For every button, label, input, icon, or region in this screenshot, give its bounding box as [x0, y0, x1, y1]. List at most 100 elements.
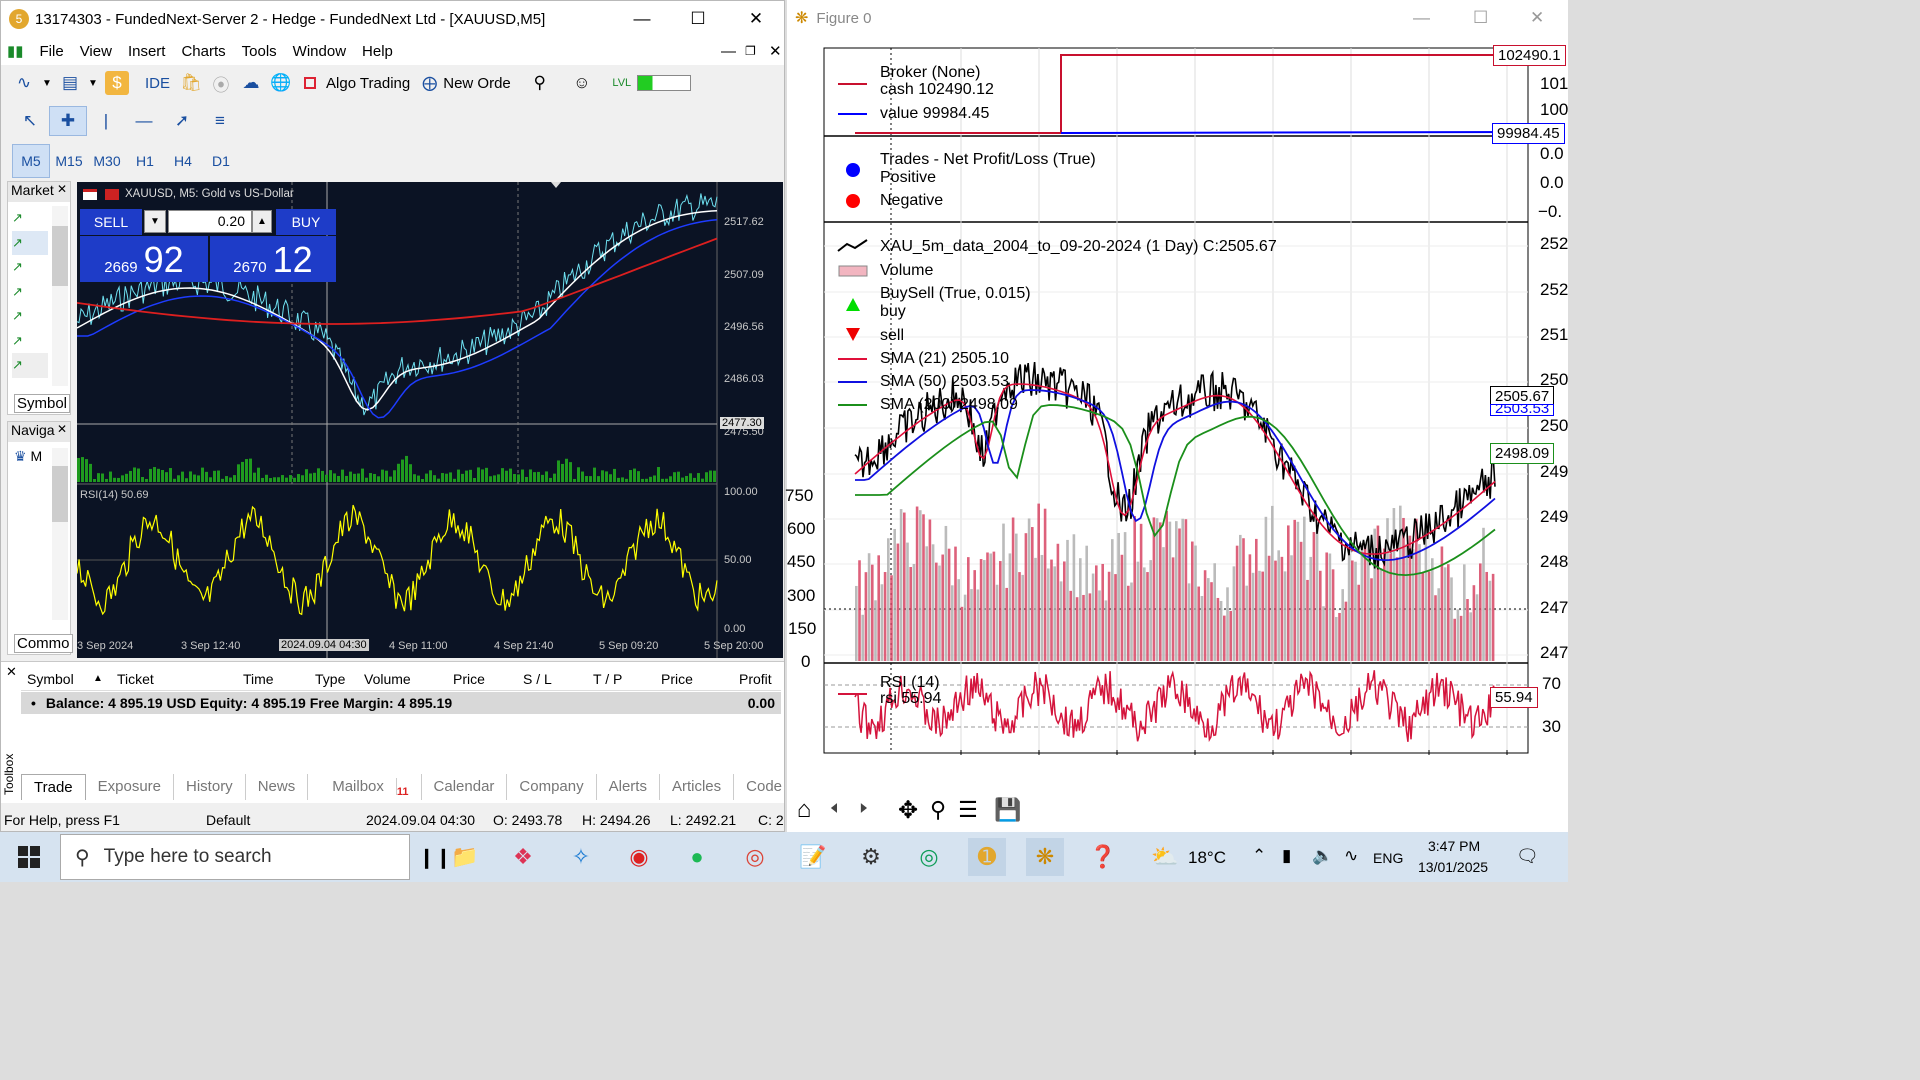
- app-icon[interactable]: ❖: [513, 844, 533, 869]
- market-watch-scrollbar[interactable]: [52, 206, 68, 386]
- back-icon[interactable]: 🢐: [829, 795, 839, 820]
- menu-charts[interactable]: Charts: [181, 42, 226, 60]
- lot-input[interactable]: 0.20: [168, 210, 252, 233]
- col-price-current[interactable]: Price: [661, 670, 693, 687]
- file-explorer-icon[interactable]: 📁: [451, 844, 479, 869]
- vscode-icon[interactable]: ✧: [571, 844, 591, 869]
- tab-mailbox[interactable]: Mailbox 11: [308, 774, 422, 800]
- tab-articles[interactable]: Articles: [660, 774, 735, 800]
- indicators-icon[interactable]: ▤: [61, 73, 79, 92]
- toolbox-close-icon[interactable]: ✕: [6, 664, 17, 679]
- configure-icon[interactable]: ☰: [958, 797, 978, 822]
- market-bag-icon[interactable]: 🛍: [180, 73, 202, 92]
- line-chart-icon[interactable]: ∿: [16, 73, 32, 92]
- forward-icon[interactable]: 🢒: [859, 795, 869, 820]
- col-ticket[interactable]: Ticket: [117, 670, 154, 687]
- clock-time[interactable]: 3:47 PM: [1428, 838, 1481, 854]
- home-icon[interactable]: ⌂: [796, 796, 812, 823]
- chrome-icon[interactable]: ◎: [745, 844, 765, 869]
- lot-up-icon[interactable]: ▲: [252, 210, 272, 233]
- market-row[interactable]: ↗: [12, 283, 23, 299]
- volume-icon[interactable]: 🔈: [1312, 846, 1334, 865]
- scroll-thumb[interactable]: [52, 226, 68, 286]
- weather-icon[interactable]: ⛅: [1151, 844, 1179, 869]
- mdi-close-icon[interactable]: ✕: [769, 43, 782, 60]
- market-watch-close-icon[interactable]: ✕: [56, 182, 67, 196]
- lot-dropdown-icon[interactable]: ▼: [144, 210, 166, 233]
- notifications-icon[interactable]: 🗨: [1516, 846, 1539, 866]
- taskbar-search-input[interactable]: ⚲ Type here to search: [60, 834, 410, 880]
- market-row[interactable]: ↗: [12, 308, 23, 323]
- account-icon[interactable]: ☺: [573, 73, 591, 92]
- col-profit[interactable]: Profit: [739, 670, 772, 687]
- tab-company[interactable]: Company: [507, 774, 597, 800]
- market-row[interactable]: ↗: [12, 210, 23, 225]
- chrome-icon[interactable]: ◎: [919, 844, 939, 869]
- channel-icon[interactable]: ≡: [215, 111, 225, 130]
- figure-maximize-button[interactable]: ☐: [1473, 8, 1489, 27]
- col-sl[interactable]: S / L: [523, 670, 552, 687]
- buy-button-top[interactable]: BUY: [276, 209, 336, 235]
- common-tab[interactable]: Commo: [14, 634, 73, 653]
- market-row[interactable]: ↗: [12, 332, 23, 348]
- record-app-icon[interactable]: ◉: [629, 844, 649, 869]
- col-volume[interactable]: Volume: [364, 670, 411, 687]
- col-tp[interactable]: T / P: [593, 670, 623, 687]
- ide-button[interactable]: IDE: [145, 74, 171, 92]
- sell-button-top[interactable]: SELL: [80, 209, 142, 235]
- tray-chevron-icon[interactable]: ⌃: [1252, 846, 1267, 865]
- zoom-icon[interactable]: ⚲: [929, 797, 947, 822]
- vertical-line-icon[interactable]: |: [103, 111, 109, 130]
- navigator-item[interactable]: ♛ M: [14, 448, 42, 465]
- python-figure-icon[interactable]: ❋: [1026, 838, 1064, 876]
- menu-file[interactable]: File: [39, 42, 64, 60]
- menu-insert[interactable]: Insert: [127, 42, 166, 60]
- sell-price-button[interactable]: 2669 92: [80, 236, 208, 282]
- level-icon[interactable]: LVL: [612, 77, 632, 89]
- tf-m15[interactable]: M15: [55, 153, 83, 169]
- tab-history[interactable]: History: [174, 774, 246, 800]
- price-chart[interactable]: XAUUSD, M5: Gold vs US-Dollar SELL ▼ 0.2…: [77, 182, 783, 658]
- symbol-tab[interactable]: Symbol: [14, 394, 71, 413]
- col-type[interactable]: Type: [315, 670, 346, 687]
- horizontal-line-icon[interactable]: —: [135, 111, 153, 130]
- battery-icon[interactable]: ▮: [1282, 846, 1292, 865]
- scroll-thumb[interactable]: [52, 466, 68, 522]
- tab-alerts[interactable]: Alerts: [597, 774, 660, 800]
- signal-icon[interactable]: ⦿: [212, 75, 230, 95]
- menu-tools[interactable]: Tools: [241, 42, 277, 60]
- balance-row[interactable]: • Balance: 4 895.19 USD Equity: 4 895.19…: [21, 692, 781, 714]
- crosshair-icon[interactable]: ✚: [49, 106, 87, 136]
- metatrader-icon[interactable]: ➊: [968, 838, 1006, 876]
- tab-calendar[interactable]: Calendar: [422, 774, 508, 800]
- mdi-restore-icon[interactable]: ❐: [745, 44, 756, 58]
- tab-news[interactable]: News: [246, 774, 309, 800]
- market-row[interactable]: ↗: [12, 353, 48, 378]
- market-row[interactable]: ↗: [12, 230, 48, 255]
- dropdown-icon[interactable]: ▼: [42, 77, 52, 89]
- settings-icon[interactable]: ⚙: [861, 844, 881, 869]
- cloud-icon[interactable]: ☁: [242, 73, 260, 92]
- col-symbol[interactable]: Symbol: [27, 670, 74, 687]
- clock-date[interactable]: 13/01/2025: [1418, 859, 1489, 875]
- spotify-icon[interactable]: ●: [690, 844, 704, 869]
- dropdown-icon[interactable]: ▼: [88, 77, 98, 89]
- menu-view[interactable]: View: [79, 42, 112, 60]
- new-order-button[interactable]: ⨁ New Orde: [422, 74, 511, 93]
- algo-trading-button[interactable]: Algo Trading: [304, 75, 410, 92]
- save-icon[interactable]: 💾: [994, 797, 1022, 822]
- close-button[interactable]: ✕: [748, 9, 764, 28]
- tf-m5[interactable]: M5: [12, 144, 50, 178]
- vps-globe-icon[interactable]: 🌐: [270, 73, 292, 92]
- search-icon[interactable]: ⚲: [533, 73, 546, 92]
- task-view-icon[interactable]: ❙❙: [418, 846, 452, 869]
- market-row[interactable]: ↗: [12, 259, 23, 274]
- col-price[interactable]: Price: [453, 670, 485, 687]
- language-indicator[interactable]: ENG: [1373, 850, 1404, 866]
- tab-exposure[interactable]: Exposure: [86, 774, 175, 800]
- tab-codebase[interactable]: Code Base: [746, 778, 782, 821]
- tf-h4[interactable]: H4: [174, 153, 192, 169]
- minimize-button[interactable]: —: [633, 9, 651, 28]
- figure-minimize-button[interactable]: —: [1413, 8, 1430, 27]
- tf-d1[interactable]: D1: [212, 153, 230, 169]
